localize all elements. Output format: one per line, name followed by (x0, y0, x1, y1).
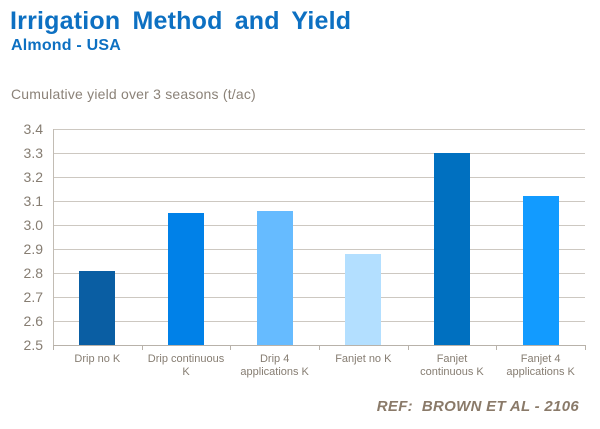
x-category-label-line: Fanjet no K (335, 353, 392, 365)
x-category-label: Fanjet 4 applications K (492, 353, 589, 379)
x-category-label-line: applications K (506, 366, 575, 378)
x-axis-tick (319, 345, 320, 350)
page-subtitle: Almond - USA (11, 37, 121, 54)
y-tick-label: 3.1 (23, 193, 43, 209)
bar-drip-continuous-k (168, 213, 204, 345)
x-category-label-line: applications K (240, 366, 309, 378)
x-category-label-line: Drip continuous (147, 353, 225, 365)
gridline (53, 320, 585, 322)
x-category-label-line: Drip no K (74, 353, 121, 365)
y-tick-label: 2.5 (23, 337, 43, 353)
gridline (53, 176, 585, 178)
gridline (53, 296, 585, 298)
x-axis-tick (230, 345, 232, 350)
y-tick-label: 2.8 (23, 265, 43, 281)
x-axis-tick (496, 345, 498, 350)
reference-citation: REF: BROWN ET AL - 2106 (376, 398, 579, 415)
x-category-label-line: K (182, 366, 190, 378)
gridline (53, 224, 585, 226)
y-tick-label: 2.6 (23, 313, 43, 329)
x-category-label: Drip continuous K (138, 353, 235, 379)
x-category-label-line: continuous K (420, 366, 484, 378)
x-category-label-line: Fanjet (436, 353, 468, 365)
x-category-label: Drip 4 applications K (226, 353, 323, 379)
bar-drip-no-k (79, 270, 116, 345)
bar-fanjet-no-k (345, 253, 382, 345)
chart-axis-caption: Cumulative yield over 3 seasons (t/ac) (11, 86, 256, 102)
y-tick-label: 2.9 (23, 241, 43, 257)
gridline (53, 248, 585, 250)
y-tick-label: 3.3 (23, 145, 43, 161)
bar-fanjet-continuous-k (434, 153, 470, 345)
bar-fanjet-4-applications-k (522, 196, 559, 345)
page-title: Irrigation Method and Yield (10, 7, 352, 35)
x-category-label-line: Fanjet 4 (520, 353, 561, 365)
x-category-label: Drip no K (49, 353, 146, 366)
y-tick-label: 3.2 (23, 169, 43, 185)
x-category-label: Fanjet continuous K (404, 353, 501, 379)
x-axis-tick (141, 345, 143, 350)
x-axis-tick (585, 345, 586, 350)
x-category-label: Fanjet no K (315, 353, 412, 366)
y-tick-label: 3.0 (23, 217, 43, 233)
x-category-label-line: Drip 4 (259, 353, 290, 365)
x-axis-tick (407, 345, 409, 350)
gridline (53, 128, 585, 130)
x-axis-tick (53, 345, 54, 350)
y-tick-label: 2.7 (23, 289, 43, 305)
gridline (53, 152, 585, 154)
y-tick-label: 3.4 (23, 121, 43, 137)
gridline (53, 272, 585, 274)
gridline (53, 200, 585, 202)
y-axis-line (53, 129, 54, 346)
bar-drip-4-applications-k (256, 210, 293, 345)
